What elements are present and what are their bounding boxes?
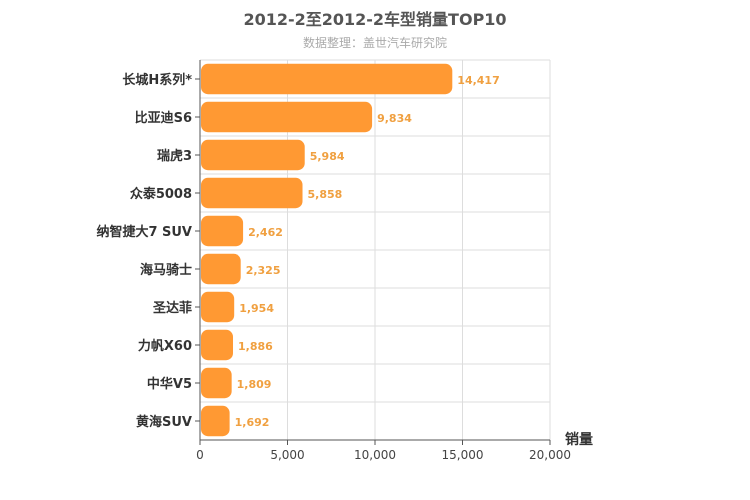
bar [201, 405, 230, 437]
category-label: 黄海SUV [136, 414, 192, 430]
bar [201, 215, 244, 247]
x-tick-label: 10,000 [354, 448, 396, 462]
chart-subtitle: 数据整理：盖世汽车研究院 [302, 36, 447, 50]
x-tick-label: 15,000 [442, 448, 484, 462]
value-label: 1,692 [235, 416, 270, 429]
value-label: 2,325 [246, 264, 281, 277]
category-label: 众泰5008 [130, 186, 192, 202]
value-label: 1,809 [237, 378, 272, 391]
value-label: 9,834 [377, 112, 412, 125]
bar [201, 139, 305, 171]
category-label: 纳智捷大7 SUV [96, 224, 192, 240]
bar [201, 177, 303, 209]
bar [201, 291, 235, 323]
bar [201, 329, 234, 361]
category-label: 长城H系列* [122, 72, 192, 88]
x-tick-label: 5,000 [270, 448, 304, 462]
category-label: 瑞虎3 [157, 148, 192, 164]
value-label: 1,886 [238, 340, 273, 353]
category-label: 海马骑士 [140, 262, 192, 278]
value-label: 14,417 [457, 74, 499, 87]
chart-title: 2012-2至2012-2车型销量TOP10 [243, 10, 507, 29]
bar [201, 101, 373, 133]
value-label: 5,858 [308, 188, 343, 201]
bar [201, 367, 232, 399]
category-label: 圣达菲 [153, 300, 192, 316]
value-label: 1,954 [239, 302, 274, 315]
x-axis-title: 销量 [565, 431, 593, 448]
bar [201, 63, 453, 95]
value-label: 2,462 [248, 226, 283, 239]
category-label: 中华V5 [147, 376, 192, 392]
bar [201, 253, 241, 285]
x-tick-label: 20,000 [529, 448, 571, 462]
category-label: 比亚迪S6 [135, 110, 192, 126]
category-label: 力帆X60 [138, 338, 192, 354]
x-tick-label: 0 [196, 448, 204, 462]
value-label: 5,984 [310, 150, 345, 163]
